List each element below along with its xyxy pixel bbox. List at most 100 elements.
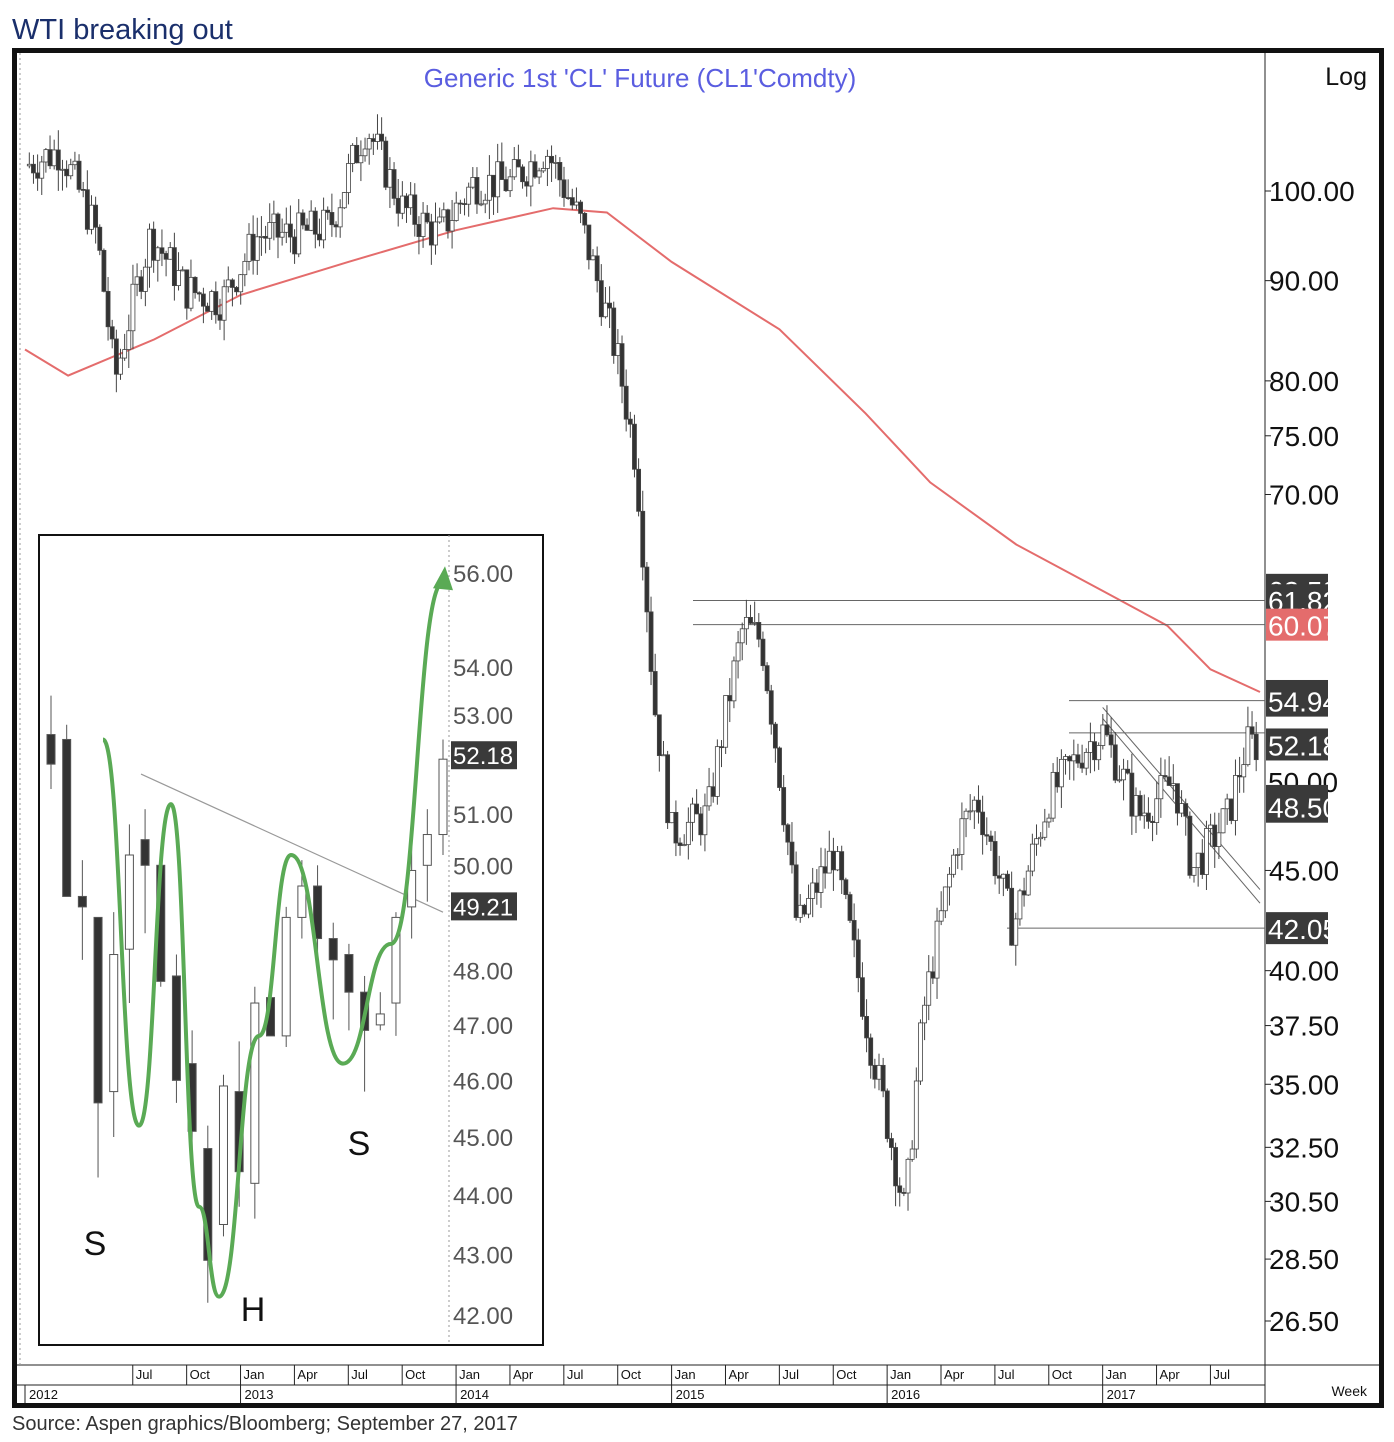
candle-body (768, 690, 774, 725)
candle-body (1253, 733, 1259, 761)
candle-body (279, 231, 285, 238)
candle-body (341, 192, 347, 209)
candle-body (43, 149, 49, 163)
candle-body (217, 314, 223, 321)
candle-body (167, 247, 173, 260)
price-tag-label: 42.05 (1268, 914, 1338, 945)
candle-body (884, 1090, 890, 1139)
candle-body (980, 811, 986, 836)
candle-body (793, 864, 799, 918)
candle-body (582, 212, 588, 226)
inset-candle-body (124, 854, 134, 950)
candle-body (254, 236, 260, 261)
candle-body (797, 904, 803, 918)
candle-body (590, 255, 596, 261)
candle-body (1245, 726, 1251, 766)
candle-body (743, 616, 749, 630)
candle-body (188, 276, 194, 309)
candle-body (1191, 867, 1197, 876)
candle-body (147, 228, 152, 268)
candle-body (180, 269, 186, 272)
candle-body (785, 824, 791, 843)
x-month-label: Oct (1052, 1367, 1073, 1382)
candle-body (1067, 756, 1073, 762)
candle-body (569, 197, 575, 206)
x-month-label: Jan (1106, 1367, 1127, 1382)
y-tick-label: 26.50 (1269, 1306, 1339, 1337)
candle-body (681, 844, 687, 847)
scale-label: Log (1325, 63, 1367, 91)
candle-body (457, 202, 463, 205)
candle-body (453, 202, 459, 221)
inset-candle-body (250, 1002, 260, 1184)
candle-body (988, 835, 994, 842)
price-tag (1266, 608, 1328, 641)
candle-body (611, 307, 617, 356)
candle-body (39, 161, 45, 179)
candle-body (1233, 775, 1238, 821)
candle-body (818, 866, 824, 893)
candle-body (142, 266, 148, 292)
candle-body (685, 821, 691, 846)
candle-body (130, 283, 136, 332)
candle-body (499, 161, 505, 180)
candle-body (362, 148, 368, 157)
candle-body (76, 160, 82, 190)
candle-body (176, 270, 181, 287)
candle-body (246, 233, 252, 262)
candle-body (648, 611, 654, 672)
candle-body (221, 286, 227, 321)
candle-body (113, 338, 119, 375)
interval-label: Week (1331, 1383, 1368, 1399)
candle-body (151, 228, 157, 261)
candle-body (777, 747, 782, 788)
candle-body (665, 754, 671, 824)
candle-body (441, 209, 447, 218)
inset-y-tick-label: 54.00 (453, 655, 513, 682)
candle-body (1133, 795, 1139, 817)
inset-annotation-label: S (84, 1225, 107, 1263)
candle-body (536, 170, 542, 178)
inset-candle-body (171, 975, 181, 1081)
x-month-label: Jan (459, 1367, 480, 1382)
inset-candle-body (62, 738, 72, 897)
candle-body (230, 279, 235, 288)
candle-body (275, 213, 281, 238)
inset-neckline (140, 773, 444, 913)
candle-body (321, 209, 326, 241)
candle-body (561, 179, 567, 198)
inset-candle-body (218, 1085, 228, 1225)
candle-body (959, 818, 965, 855)
candle-body (1150, 820, 1155, 823)
candle-body (967, 810, 973, 813)
inset-arrow-head (433, 566, 453, 591)
inset-annotation-label: H (241, 1291, 266, 1329)
candle-body (225, 279, 231, 288)
candle-body (118, 357, 123, 375)
candle-body (317, 233, 322, 241)
candle-body (1096, 745, 1102, 761)
x-year-label: 2017 (1107, 1387, 1136, 1402)
candle-body (1063, 756, 1068, 760)
candle-body (1092, 741, 1097, 761)
candle-body (375, 133, 380, 142)
x-month-label: Oct (190, 1367, 211, 1382)
y-tick-label: 37.50 (1269, 1011, 1339, 1042)
candle-body (424, 212, 430, 223)
candle-body (283, 223, 289, 233)
candle-body (714, 746, 720, 797)
candle-body (719, 746, 724, 749)
x-month-label: Jan (244, 1367, 265, 1382)
candle-body (723, 695, 729, 748)
candle-body (196, 292, 202, 295)
inset-candle-body (297, 885, 307, 918)
candle-body (84, 189, 90, 230)
candle-body (263, 236, 268, 239)
candle-body (491, 174, 496, 198)
x-month-label: Apr (513, 1367, 534, 1382)
candle-body (205, 305, 210, 312)
candle-body (942, 886, 948, 912)
candle-body (1154, 798, 1160, 823)
inset-candle-body (203, 1148, 213, 1261)
inset-candle-body (313, 885, 323, 940)
